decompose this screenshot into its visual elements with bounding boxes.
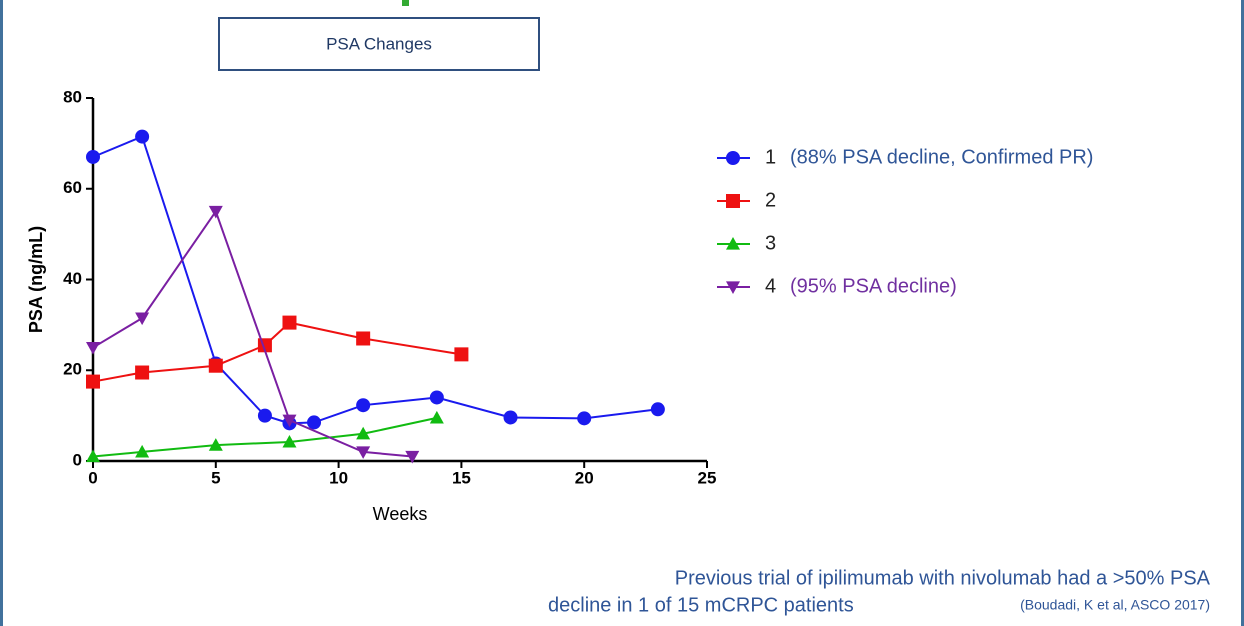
point xyxy=(282,414,297,428)
point xyxy=(135,444,150,458)
x-axis-title: Weeks xyxy=(373,504,428,524)
y-tick-label: 40 xyxy=(63,269,82,288)
legend-note: (95% PSA decline) xyxy=(790,275,957,297)
point xyxy=(208,205,223,219)
point xyxy=(135,365,150,380)
point xyxy=(257,408,272,423)
point xyxy=(86,449,100,463)
title-box xyxy=(218,17,540,71)
decoration xyxy=(402,0,409,6)
point xyxy=(135,129,150,144)
point xyxy=(86,341,100,355)
point xyxy=(86,149,100,164)
point xyxy=(429,410,444,424)
x-tick-label: 0 xyxy=(88,468,97,487)
point xyxy=(282,315,297,330)
point xyxy=(356,446,371,459)
point xyxy=(650,402,665,417)
legend-label: 2 xyxy=(765,189,776,211)
point xyxy=(577,411,592,426)
point xyxy=(503,410,518,425)
point xyxy=(208,358,223,373)
y-axis-title: PSA (ng/mL) xyxy=(26,226,46,333)
point xyxy=(356,398,371,413)
legend-label: 4 xyxy=(765,275,776,297)
footer-line: decline in 1 of 15 mCRPC patients xyxy=(548,594,854,616)
y-tick-label: 0 xyxy=(73,450,82,469)
x-tick-label: 15 xyxy=(452,468,471,487)
x-tick-label: 20 xyxy=(575,468,594,487)
point xyxy=(282,434,297,448)
point xyxy=(454,347,469,362)
y-tick-label: 60 xyxy=(63,178,82,197)
legend-note: (88% PSA decline, Confirmed PR) xyxy=(790,146,1093,168)
series-line xyxy=(92,135,659,425)
point xyxy=(86,374,100,389)
legend-marker xyxy=(726,281,740,294)
series-line xyxy=(92,416,438,458)
point xyxy=(307,415,322,430)
footer-line: Previous trial of ipilimumab with nivolu… xyxy=(675,567,1211,589)
chart-title: PSA Changes xyxy=(326,34,432,53)
series-line xyxy=(92,209,413,458)
point xyxy=(405,450,420,464)
y-tick-label: 20 xyxy=(63,360,82,379)
point xyxy=(356,426,371,440)
point xyxy=(429,390,444,405)
legend-label: 1 xyxy=(765,146,776,168)
x-tick-label: 25 xyxy=(698,468,717,487)
legend-marker xyxy=(726,151,740,165)
y-tick-label: 80 xyxy=(63,87,82,106)
legend-label: 3 xyxy=(765,232,776,254)
citation: (Boudadi, K et al, ASCO 2017) xyxy=(1020,597,1210,613)
point xyxy=(208,438,223,451)
point xyxy=(135,312,150,326)
point xyxy=(356,331,371,346)
legend-marker xyxy=(726,237,740,250)
x-tick-label: 10 xyxy=(329,468,348,487)
x-tick-label: 5 xyxy=(211,468,220,487)
legend-marker xyxy=(726,194,740,208)
